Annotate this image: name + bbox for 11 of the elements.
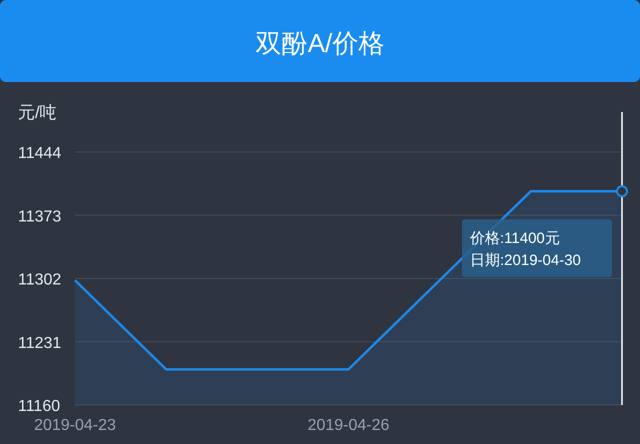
annotation: 价格:11400元 [469, 230, 560, 248]
y-tick-label: 11302 [18, 272, 62, 288]
y-tick-label: 11444 [18, 145, 62, 162]
y-axis-title: 元/吨 [18, 103, 57, 122]
y-tick-label: 11373 [18, 208, 62, 226]
y-tick-label: 11160 [18, 398, 60, 415]
chart-title: 双酚A/价格 [256, 28, 384, 58]
x-tick-label: 2019-04-26 [308, 417, 390, 434]
y-tick-label: 11231 [18, 334, 62, 352]
x-tick-label: 2019-04-23 [34, 417, 116, 434]
annotation: 日期:2019-04-30 [470, 252, 581, 270]
